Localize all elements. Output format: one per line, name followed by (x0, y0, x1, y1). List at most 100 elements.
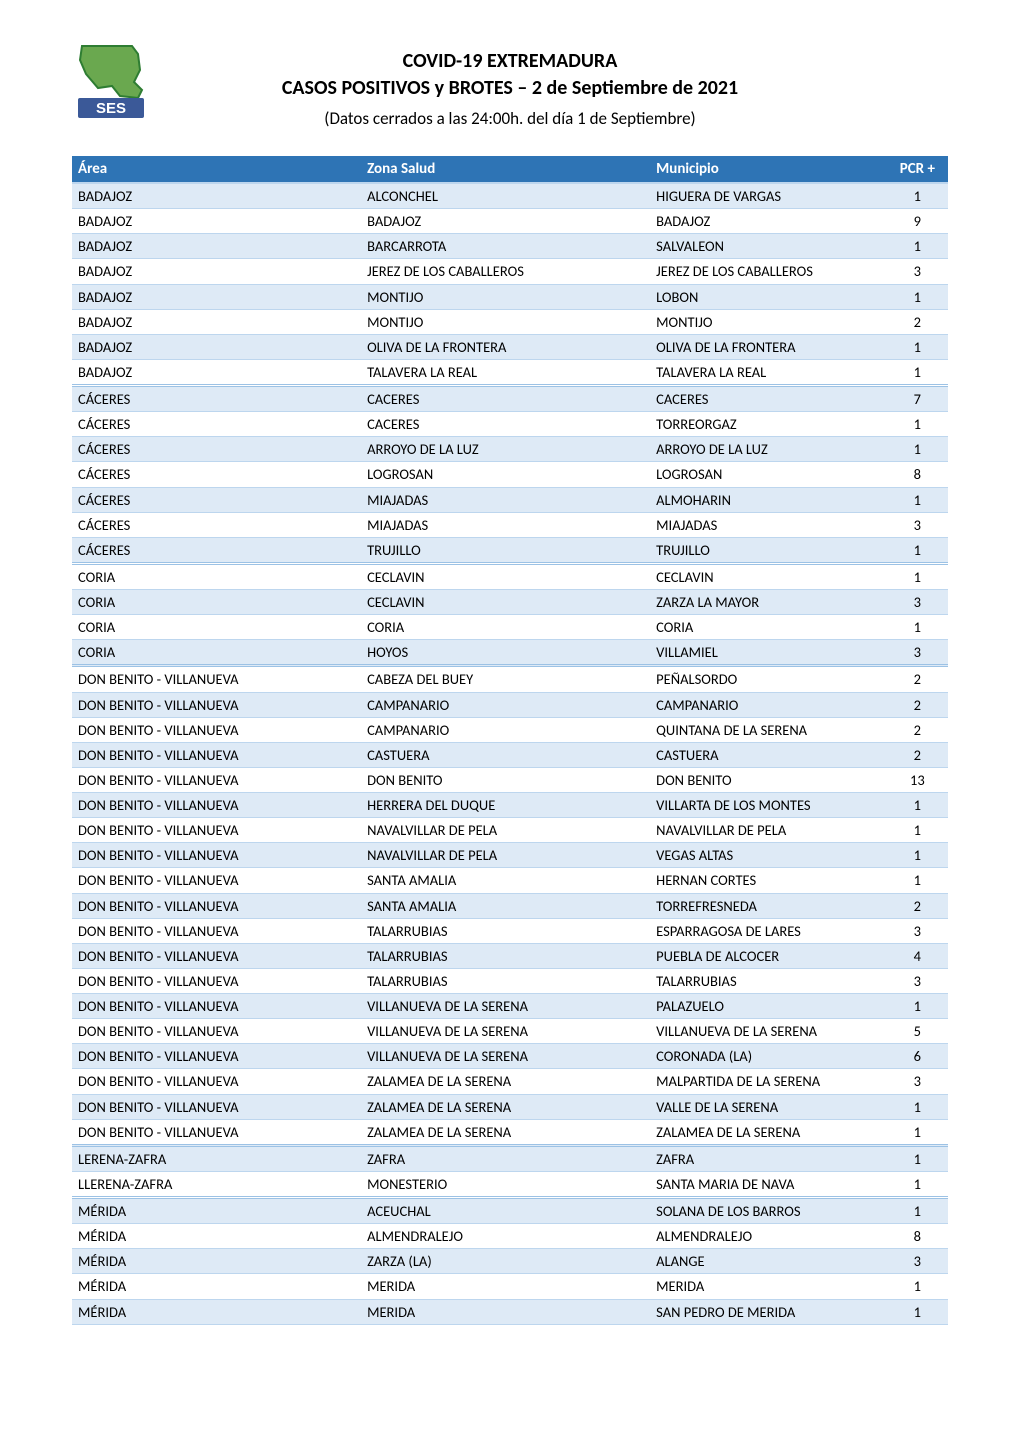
cell-zona: DON BENITO (361, 767, 650, 792)
cell-area: CÁCERES (72, 437, 361, 462)
cell-muni: HERNAN CORTES (650, 868, 887, 893)
table-row: DON BENITO - VILLANUEVANAVALVILLAR DE PE… (72, 843, 948, 868)
cell-area: DON BENITO - VILLANUEVA (72, 1069, 361, 1094)
logo-label-text: SES (96, 100, 126, 117)
cell-zona: SANTA AMALIA (361, 893, 650, 918)
cell-muni: CASTUERA (650, 742, 887, 767)
cell-muni: SAN PEDRO DE MERIDA (650, 1299, 887, 1324)
subtitle: (Datos cerrados a las 24:00h. del día 1 … (72, 108, 948, 130)
cell-area: DON BENITO - VILLANUEVA (72, 893, 361, 918)
cell-zona: ACEUCHAL (361, 1198, 650, 1224)
cell-muni: ZARZA LA MAYOR (650, 590, 887, 615)
cell-pcr: 1 (887, 1198, 948, 1224)
table-row: LLERENA-ZAFRAMONESTERIOSANTA MARIA DE NA… (72, 1171, 948, 1197)
table-body: BADAJOZALCONCHELHIGUERA DE VARGAS1BADAJO… (72, 183, 948, 1324)
table-row: DON BENITO - VILLANUEVACASTUERACASTUERA2 (72, 742, 948, 767)
table-row: DON BENITO - VILLANUEVACAMPANARIOQUINTAN… (72, 717, 948, 742)
cell-pcr: 8 (887, 462, 948, 487)
cell-pcr: 5 (887, 1019, 948, 1044)
cell-zona: CECLAVIN (361, 563, 650, 589)
cell-pcr: 1 (887, 437, 948, 462)
cell-muni: TRUJILLO (650, 537, 887, 563)
cell-pcr: 8 (887, 1224, 948, 1249)
cell-muni: VILLANUEVA DE LA SERENA (650, 1019, 887, 1044)
table-row: BADAJOZMONTIJOMONTIJO2 (72, 309, 948, 334)
cell-zona: MONTIJO (361, 309, 650, 334)
cell-muni: CACERES (650, 386, 887, 412)
cell-area: DON BENITO - VILLANUEVA (72, 1119, 361, 1145)
cell-area: DON BENITO - VILLANUEVA (72, 793, 361, 818)
cell-muni: MIAJADAS (650, 512, 887, 537)
cell-pcr: 13 (887, 767, 948, 792)
cell-area: DON BENITO - VILLANUEVA (72, 943, 361, 968)
cell-muni: CECLAVIN (650, 563, 887, 589)
cell-pcr: 1 (887, 412, 948, 437)
cell-zona: ARROYO DE LA LUZ (361, 437, 650, 462)
cell-pcr: 2 (887, 666, 948, 692)
cell-area: DON BENITO - VILLANUEVA (72, 767, 361, 792)
cell-zona: SANTA AMALIA (361, 868, 650, 893)
cell-zona: MIAJADAS (361, 487, 650, 512)
cell-pcr: 7 (887, 386, 948, 412)
cell-zona: JEREZ DE LOS CABALLEROS (361, 259, 650, 284)
cell-zona: MERIDA (361, 1274, 650, 1299)
table-row: CÁCERESTRUJILLOTRUJILLO1 (72, 537, 948, 563)
cell-muni: OLIVA DE LA FRONTERA (650, 334, 887, 359)
ses-logo: SES (72, 40, 150, 127)
cell-muni: CAMPANARIO (650, 692, 887, 717)
title-line1: COVID-19 EXTREMADURA (403, 49, 618, 73)
table-row: CÁCERESLOGROSANLOGROSAN8 (72, 462, 948, 487)
cell-muni: TORREFRESNEDA (650, 893, 887, 918)
cell-zona: CECLAVIN (361, 590, 650, 615)
table-row: CÁCERESARROYO DE LA LUZARROYO DE LA LUZ1 (72, 437, 948, 462)
cell-muni: VILLARTA DE LOS MONTES (650, 793, 887, 818)
cell-zona: NAVALVILLAR DE PELA (361, 843, 650, 868)
cell-zona: VILLANUEVA DE LA SERENA (361, 1044, 650, 1069)
table-row: CORIAHOYOSVILLAMIEL3 (72, 640, 948, 666)
cell-area: DON BENITO - VILLANUEVA (72, 968, 361, 993)
cell-pcr: 1 (887, 183, 948, 209)
cell-muni: NAVALVILLAR DE PELA (650, 818, 887, 843)
cell-zona: CACERES (361, 412, 650, 437)
cell-area: MÉRIDA (72, 1299, 361, 1324)
cell-muni: SOLANA DE LOS BARROS (650, 1198, 887, 1224)
cell-area: DON BENITO - VILLANUEVA (72, 868, 361, 893)
cell-zona: NAVALVILLAR DE PELA (361, 818, 650, 843)
cell-pcr: 1 (887, 487, 948, 512)
cell-area: DON BENITO - VILLANUEVA (72, 994, 361, 1019)
cell-area: CÁCERES (72, 412, 361, 437)
ses-logo-svg: SES (72, 40, 150, 122)
table-row: CORIACECLAVINCECLAVIN1 (72, 563, 948, 589)
table-row: CÁCERESMIAJADASMIAJADAS3 (72, 512, 948, 537)
cell-muni: VILLAMIEL (650, 640, 887, 666)
cell-zona: CAMPANARIO (361, 692, 650, 717)
cell-zona: ZALAMEA DE LA SERENA (361, 1119, 650, 1145)
title: COVID-19 EXTREMADURA CASOS POSITIVOS y B… (72, 48, 948, 102)
table-row: MÉRIDAMERIDASAN PEDRO DE MERIDA1 (72, 1299, 948, 1324)
table-row: DON BENITO - VILLANUEVAVILLANUEVA DE LA … (72, 1044, 948, 1069)
cell-zona: CABEZA DEL BUEY (361, 666, 650, 692)
cell-zona: ZARZA (LA) (361, 1249, 650, 1274)
cell-area: DON BENITO - VILLANUEVA (72, 692, 361, 717)
cell-area: LLERENA-ZAFRA (72, 1171, 361, 1197)
col-area: Área (72, 156, 361, 183)
cell-pcr: 3 (887, 1249, 948, 1274)
cell-muni: BADAJOZ (650, 209, 887, 234)
cell-area: CORIA (72, 563, 361, 589)
table-row: CÁCERESMIAJADASALMOHARIN1 (72, 487, 948, 512)
cell-muni: JEREZ DE LOS CABALLEROS (650, 259, 887, 284)
table-row: CÁCERESCACERESCACERES7 (72, 386, 948, 412)
cell-zona: ZALAMEA DE LA SERENA (361, 1069, 650, 1094)
cell-muni: HIGUERA DE VARGAS (650, 183, 887, 209)
cell-area: MÉRIDA (72, 1274, 361, 1299)
table-row: BADAJOZALCONCHELHIGUERA DE VARGAS1 (72, 183, 948, 209)
cell-muni: ARROYO DE LA LUZ (650, 437, 887, 462)
table-row: DON BENITO - VILLANUEVACAMPANARIOCAMPANA… (72, 692, 948, 717)
cell-area: BADAJOZ (72, 234, 361, 259)
cell-pcr: 3 (887, 1069, 948, 1094)
col-muni: Municipio (650, 156, 887, 183)
table-row: DON BENITO - VILLANUEVATALARRUBIASPUEBLA… (72, 943, 948, 968)
cell-zona: TALARRUBIAS (361, 918, 650, 943)
cell-zona: CAMPANARIO (361, 717, 650, 742)
table-row: MÉRIDAACEUCHALSOLANA DE LOS BARROS1 (72, 1198, 948, 1224)
